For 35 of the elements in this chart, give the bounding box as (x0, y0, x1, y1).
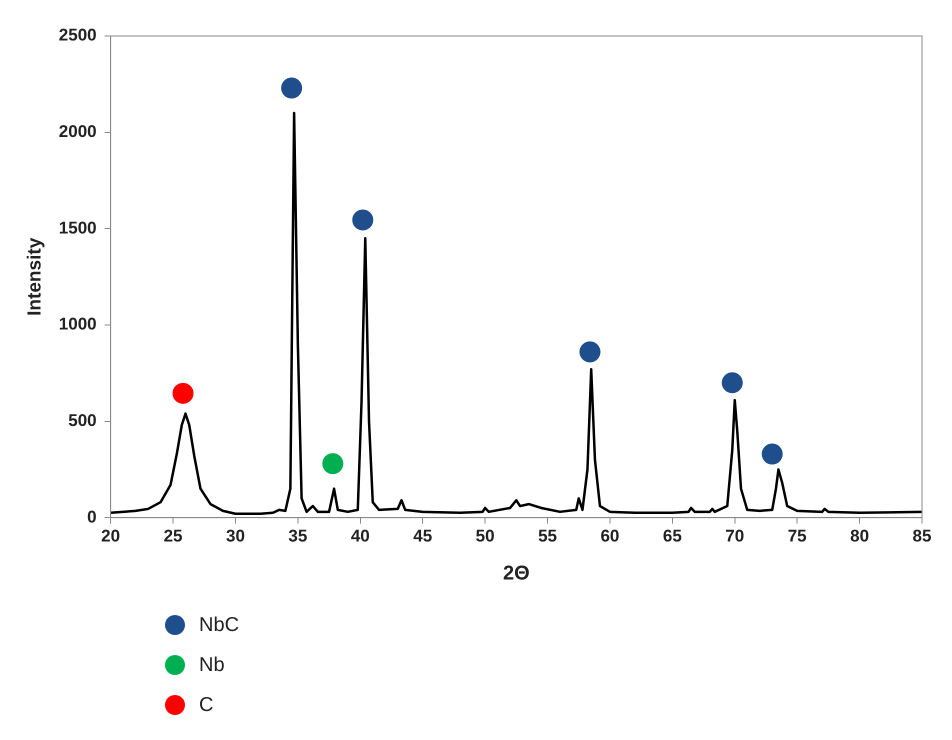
x-tick-label: 65 (662, 526, 682, 546)
y-tick-label: 2000 (58, 122, 97, 142)
point (722, 372, 743, 394)
y-tick-label: 500 (68, 410, 97, 430)
legend-entry: Nb (165, 645, 240, 685)
x-tick-label: 20 (101, 526, 120, 546)
x-tick-label: 70 (725, 526, 744, 546)
point (762, 444, 783, 465)
legend-entry: C (165, 685, 240, 725)
y-tick-label: 2500 (58, 26, 97, 45)
x-tick-label: 45 (413, 526, 432, 546)
legend-entry: NbC (165, 605, 240, 645)
x-tick-label: 55 (538, 526, 557, 546)
x-tick-label: 40 (350, 526, 370, 546)
y-tick-label: 1000 (58, 314, 97, 334)
x-tick-label: 25 (164, 526, 182, 546)
point (352, 209, 374, 230)
x-tick-label: 30 (226, 526, 245, 546)
x-tick-label: 50 (476, 526, 495, 546)
x-tick-label: 75 (788, 526, 807, 546)
x-tick-label: 85 (912, 526, 932, 546)
x-axis-title: 2Θ (502, 562, 530, 585)
x-tick-label: 60 (600, 526, 620, 546)
legend-label: C (199, 694, 214, 716)
point (322, 453, 344, 474)
y-tick-label: 0 (87, 507, 97, 526)
point (172, 382, 194, 404)
legend-label: Nb (199, 654, 225, 676)
x-tick-label: 80 (850, 526, 870, 546)
x-tick-label: 35 (288, 526, 308, 546)
point (281, 78, 302, 99)
y-tick-label: 1500 (58, 218, 97, 238)
y-axis-title: Intensity (24, 237, 46, 316)
point (579, 341, 600, 362)
legend-label: NbC (199, 614, 240, 636)
